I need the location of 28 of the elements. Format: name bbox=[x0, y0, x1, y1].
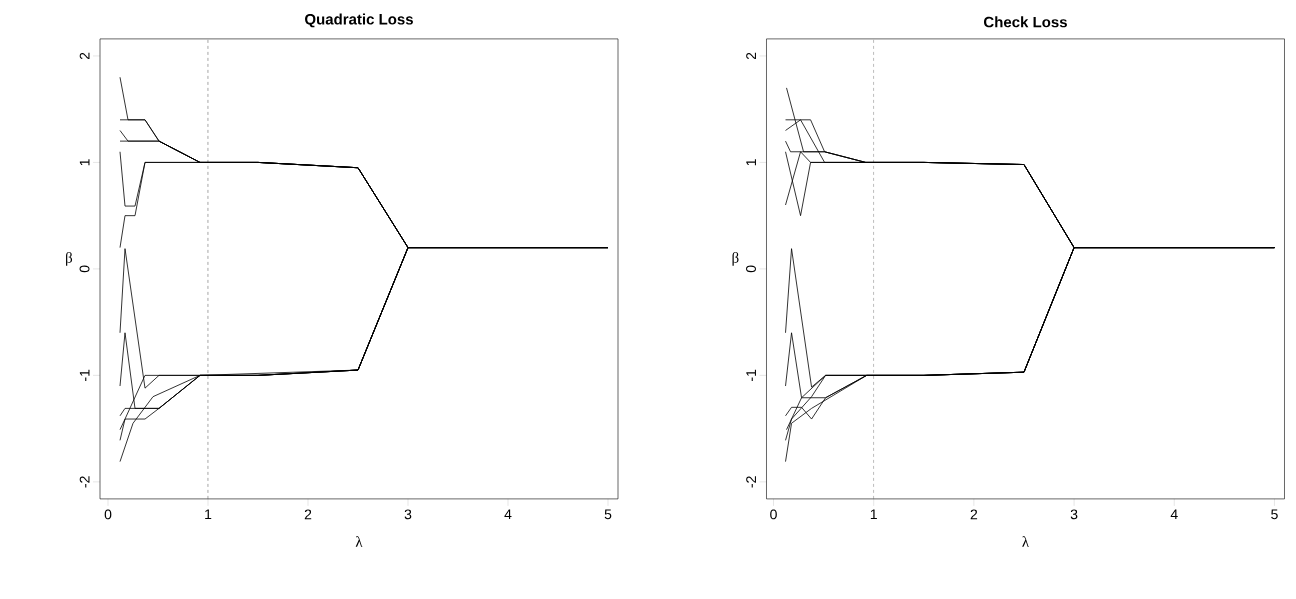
x-tick-label: 2 bbox=[304, 509, 312, 520]
y-tick-label: -1 bbox=[746, 369, 756, 381]
x-tick-label: 0 bbox=[104, 509, 112, 520]
x-tick-label: 0 bbox=[770, 509, 777, 520]
y-axis-title: β bbox=[66, 252, 73, 266]
y-tick-label: 2 bbox=[746, 52, 756, 60]
y-tick-label: -1 bbox=[79, 369, 90, 381]
x-tick-label: 5 bbox=[1271, 509, 1278, 520]
y-axis-title: β bbox=[732, 252, 739, 266]
y-tick-label: -2 bbox=[746, 476, 756, 488]
y-tick-label: 0 bbox=[746, 265, 756, 273]
x-tick-label: 3 bbox=[1070, 509, 1078, 520]
x-tick-label: 5 bbox=[604, 509, 612, 520]
y-tick-label: -2 bbox=[79, 476, 90, 488]
x-tick-label: 1 bbox=[205, 509, 212, 520]
x-tick-label: 4 bbox=[504, 509, 512, 520]
x-axis-title: λ bbox=[1022, 536, 1030, 547]
y-tick-label: 0 bbox=[79, 265, 90, 273]
x-axis-title: λ bbox=[355, 536, 363, 547]
chart-title: Quadratic Loss bbox=[305, 13, 413, 28]
x-tick-label: 4 bbox=[1170, 509, 1178, 520]
y-tick-label: 2 bbox=[79, 52, 90, 60]
chart-title: Check Loss bbox=[984, 16, 1067, 28]
x-tick-label: 3 bbox=[404, 509, 412, 520]
y-tick-label: 1 bbox=[746, 159, 756, 166]
x-tick-label: 1 bbox=[870, 509, 877, 520]
y-tick-label: 1 bbox=[79, 159, 90, 166]
x-tick-label: 2 bbox=[970, 509, 978, 520]
